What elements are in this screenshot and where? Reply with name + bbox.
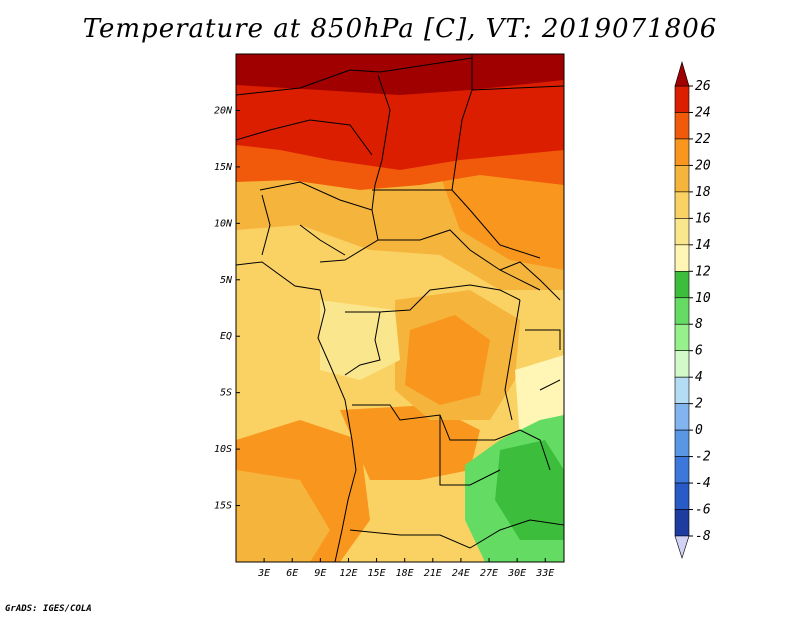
border-angola-north: [352, 404, 470, 441]
colorbar-label: 0: [695, 423, 703, 438]
chart-title: Temperature at 850hPa [C], VT: 201907180…: [82, 14, 718, 44]
colorbar-label: 8: [695, 317, 703, 332]
colorbar-segment: [674, 112, 690, 140]
colorbar-label: -6: [695, 503, 711, 518]
colorbar-label: 4: [695, 370, 703, 385]
colorbar-bottom-arrow: [674, 535, 690, 559]
colorbar-segment: [674, 456, 690, 484]
border-central-2: [378, 229, 541, 291]
y-tick-label: 5S: [220, 388, 232, 399]
colorbar-segment: [674, 350, 690, 378]
y-tick-label: 5N: [220, 275, 233, 286]
border-sahara-1: [236, 57, 473, 96]
colorbar-segment: [674, 297, 690, 325]
y-tick-label: 10N: [214, 218, 233, 229]
grads-credit: GrADS: IGES/COLA: [5, 604, 92, 614]
colorbar-segment: [674, 270, 690, 299]
colorbar-label: 2: [695, 397, 703, 412]
colorbar-top-arrow: [674, 60, 690, 87]
colorbar-segment: [674, 403, 690, 431]
colorbar-segment: [674, 376, 690, 404]
border-south: [349, 519, 564, 549]
colorbar-segment: [674, 429, 690, 457]
x-tick-label: 21E: [424, 568, 442, 579]
x-tick-label: 9E: [314, 568, 326, 579]
colorbar-label: 20: [695, 158, 711, 173]
y-tick-label: 15N: [214, 162, 233, 173]
x-tick-label: 30E: [507, 568, 526, 579]
x-tick-label: 27E: [480, 568, 498, 579]
y-tick-label: 15S: [214, 501, 232, 512]
colorbar-segment: [674, 165, 690, 193]
temperature-field: [236, 54, 564, 562]
border-east-3: [539, 379, 561, 391]
border-sahara-2: [371, 74, 391, 211]
colorbar-label: -4: [695, 476, 711, 491]
border-sahara-4: [451, 89, 473, 191]
colorbar-label: 22: [695, 132, 711, 147]
colorbar-segment: [674, 85, 690, 113]
border-zambia: [470, 429, 551, 471]
colorbar-segment: [674, 509, 690, 537]
field-congo-hot: [405, 315, 490, 405]
y-tick-label: 20N: [214, 105, 233, 116]
colorbar-label: -8: [695, 529, 711, 544]
x-tick-label: 24E: [452, 568, 470, 579]
colorbar-label: 14: [695, 238, 711, 253]
border-sahel: [236, 119, 373, 156]
border-congo: [344, 311, 381, 376]
colorbar-segment: [674, 482, 690, 510]
x-tick-label: 12E: [339, 568, 357, 579]
border-west-2: [299, 224, 346, 256]
colorbar-segment: [674, 138, 690, 166]
colorbar-label: 12: [695, 264, 711, 279]
colorbar-label: 6: [695, 344, 703, 359]
x-axis: 3E 6E 9E 12E 15E 18E 21E 24E 27E 30E 33E: [257, 558, 554, 579]
coastline-west-africa: [236, 261, 357, 562]
field-east-warm: [440, 160, 564, 270]
field-south-coast-warm: [236, 470, 330, 562]
border-central-1: [259, 181, 379, 263]
colorbar-segment: [674, 323, 690, 352]
x-tick-label: 33E: [535, 568, 554, 579]
y-axis: 20N 15N 10N 5N EQ 5S 10S 15S: [214, 105, 240, 512]
y-tick-label: EQ: [220, 331, 232, 342]
border-congo-east: [504, 299, 521, 421]
field-southeast-cooler: [495, 440, 564, 540]
border-sahel-east: [372, 189, 541, 259]
colorbar-segment: [674, 191, 690, 219]
colorbar-label: 24: [695, 105, 711, 120]
y-tick-label: 10S: [214, 444, 232, 455]
colorbar-label: 18: [695, 185, 711, 200]
colorbar-label: -2: [695, 450, 711, 465]
border-west-1: [261, 194, 271, 256]
x-tick-label: 6E: [286, 568, 298, 579]
border-east-2: [525, 329, 561, 350]
border-east-1: [499, 261, 561, 301]
colorbar-segment: [674, 218, 690, 246]
x-tick-label: 18E: [396, 568, 414, 579]
colorbar-label: 26: [695, 79, 711, 94]
x-tick-label: 15E: [368, 568, 386, 579]
field-sahara-hottest: [236, 54, 564, 95]
colorbar-segment: [674, 244, 690, 272]
colorbar-label: 10: [695, 291, 711, 306]
map-frame: [235, 53, 565, 563]
border-angola-east: [439, 415, 501, 486]
colorbar-label: 16: [695, 211, 711, 226]
x-tick-label: 3E: [257, 568, 270, 579]
country-borders: [236, 54, 564, 562]
field-angola-warm: [340, 405, 480, 480]
